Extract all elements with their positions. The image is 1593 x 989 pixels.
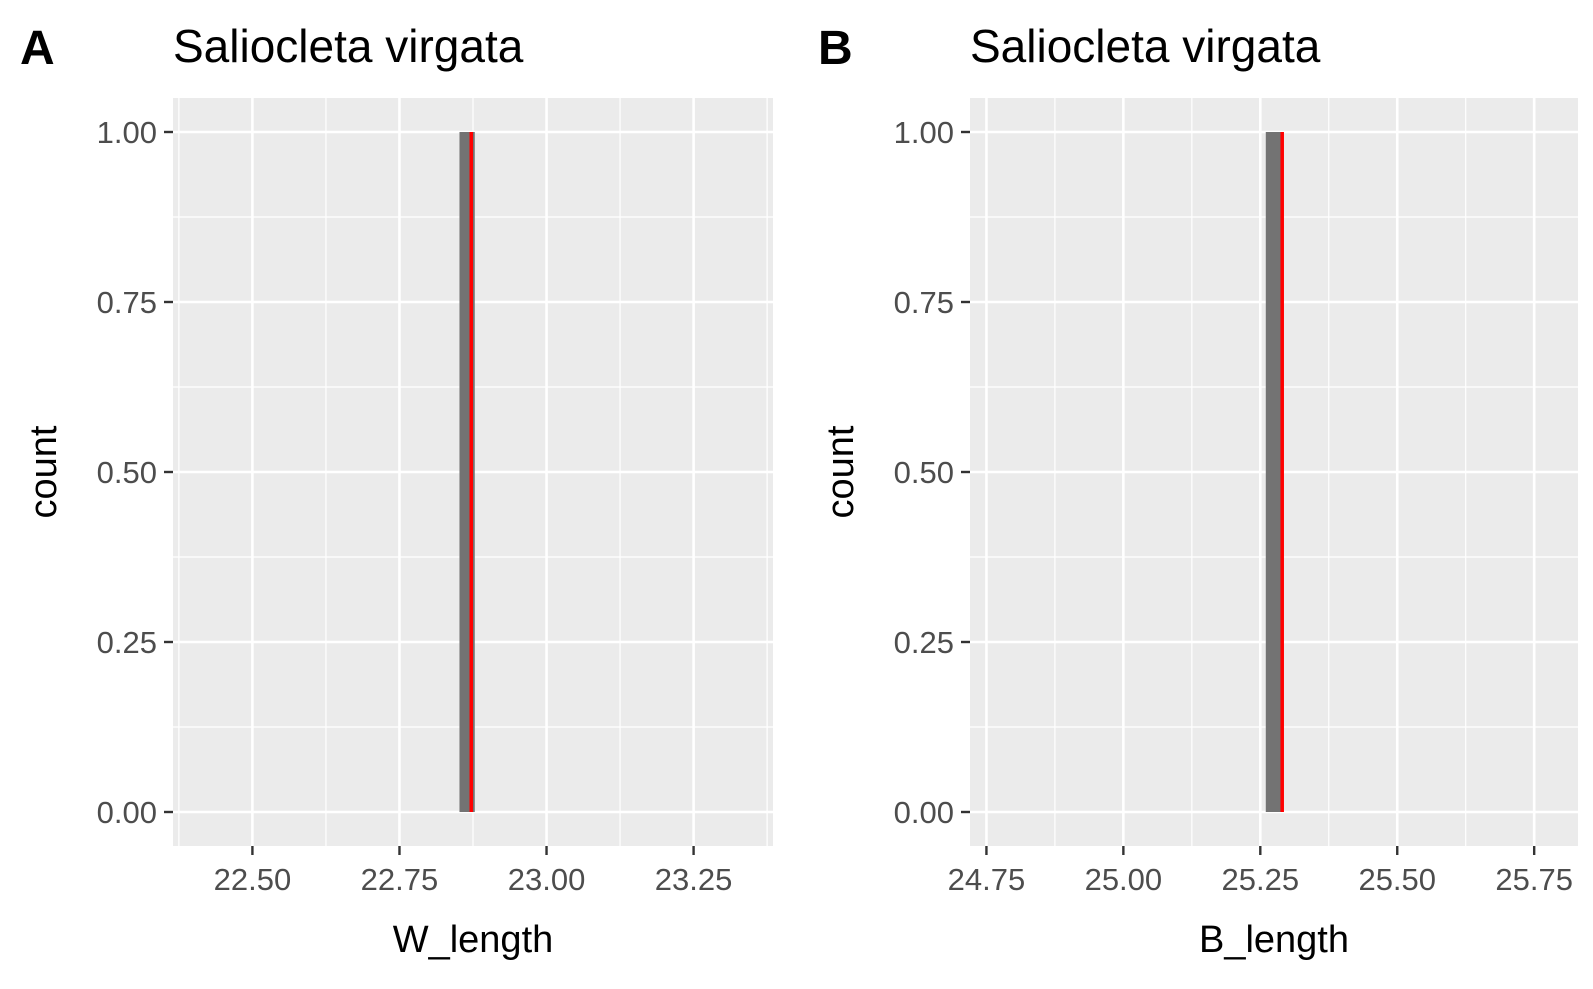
panel-b-x-axis: 24.75 25.00 25.25 25.50 25.75 (948, 846, 1573, 897)
y-tick-label: 0.00 (894, 795, 954, 830)
x-tick-label: 23.25 (655, 862, 733, 897)
y-tick-label: 0.50 (97, 455, 157, 490)
panel-b-title: Saliocleta virgata (970, 20, 1321, 72)
panel-b: B Saliocleta virgata 0.00 0.25 0.50 0.75 1.0… (818, 20, 1578, 961)
panel-a-marks (459, 132, 475, 812)
panel-a-y-axis-title: count (23, 425, 65, 518)
panel-b-letter: B (818, 22, 853, 75)
panel-a-y-axis: 0.00 0.25 0.50 0.75 1.00 (97, 115, 173, 830)
panel-a-title: Saliocleta virgata (173, 20, 524, 72)
x-tick-label: 25.50 (1358, 862, 1436, 897)
y-tick-label: 0.50 (894, 455, 954, 490)
panel-a-letter: A (20, 22, 55, 75)
panel-a-x-axis: 22.50 22.75 23.00 23.25 (214, 846, 733, 897)
x-tick-label: 22.50 (214, 862, 292, 897)
y-tick-label: 0.75 (97, 285, 157, 320)
y-tick-label: 1.00 (894, 115, 954, 150)
panel-b-y-axis: 0.00 0.25 0.50 0.75 1.00 (894, 115, 970, 830)
x-tick-label: 25.00 (1085, 862, 1163, 897)
x-tick-label: 24.75 (948, 862, 1026, 897)
x-tick-label: 25.25 (1222, 862, 1300, 897)
panel-a: A Saliocleta virgata 0.00 0.25 0.50 0.75 1.0… (20, 20, 773, 961)
histogram-bar (1265, 132, 1283, 812)
y-tick-label: 0.25 (894, 625, 954, 660)
x-tick-label: 25.75 (1495, 862, 1573, 897)
panel-b-y-axis-title: count (820, 425, 862, 518)
panel-a-x-axis-title: W_length (393, 919, 554, 961)
y-tick-label: 0.25 (97, 625, 157, 660)
panel-b-gridlines (970, 98, 1578, 846)
x-tick-label: 23.00 (508, 862, 586, 897)
panel-b-marks (1265, 132, 1284, 812)
y-tick-label: 0.00 (97, 795, 157, 830)
x-tick-label: 22.75 (361, 862, 439, 897)
y-tick-label: 1.00 (97, 115, 157, 150)
y-tick-label: 0.75 (894, 285, 954, 320)
panel-b-x-axis-title: B_length (1199, 919, 1349, 961)
